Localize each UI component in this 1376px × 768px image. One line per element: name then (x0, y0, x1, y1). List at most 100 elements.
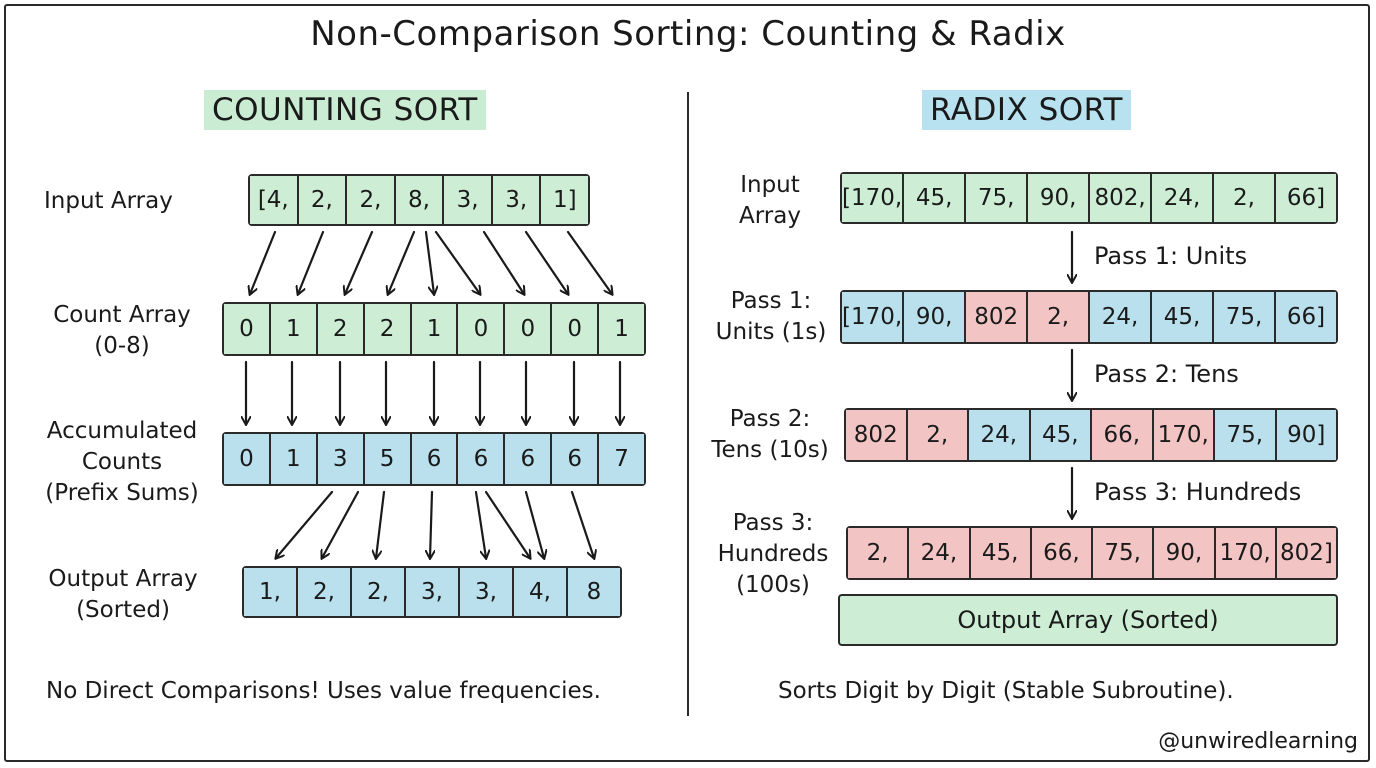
accumulated-counts-label: Accumulated Counts (Prefix Sums) (40, 416, 204, 509)
pass2-cell: 24, (969, 410, 1031, 460)
count-cell: 1 (270, 304, 318, 354)
accumulated-label-line: Accumulated (46, 418, 198, 444)
radix-note: Sorts Digit by Digit (Stable Subroutine)… (778, 678, 1234, 704)
radix-input-cell: 45, (904, 174, 967, 222)
pass2-cell: 66, (1092, 410, 1154, 460)
output-cell: 3, (460, 568, 514, 616)
output-cell: 3, (406, 568, 460, 616)
output-cell: 1, (244, 568, 298, 616)
pass2-label-line: Tens (10s) (711, 437, 829, 463)
radix-input-cell: 75, (966, 174, 1029, 222)
pass2-cell: 170, (1153, 410, 1215, 460)
pass3-cell: 802] (1276, 528, 1336, 578)
pass1-cell: [170, (842, 292, 905, 342)
input-cell: 8, (395, 176, 445, 224)
counting-input-array: [4, 2, 2, 8, 3, 3, 1] (248, 174, 590, 226)
count-cell: 1 (599, 304, 645, 354)
pass1-cell: 802 (966, 292, 1029, 342)
pass2-cell: 2, (907, 410, 969, 460)
accum-cell: 0 (224, 434, 271, 484)
pass3-cell: 66, (1031, 528, 1093, 578)
pass1-cell: 2, (1028, 292, 1091, 342)
pass2-cell: 75, (1215, 410, 1277, 460)
accum-cell: 7 (599, 434, 645, 484)
pass2-label-line: Pass 2: (729, 406, 811, 432)
count-cell: 1 (411, 304, 459, 354)
pass3-cell: 2, (848, 528, 910, 578)
pass1-cell: 24, (1090, 292, 1153, 342)
count-cell: 0 (552, 304, 600, 354)
pass2-label: Pass 2: Tens (10s) (702, 404, 838, 466)
section-divider (687, 92, 689, 716)
diagram-frame (4, 4, 1370, 762)
accum-cell: 6 (505, 434, 553, 484)
pass3-label: Pass 3: Hundreds (100s) (714, 508, 832, 601)
output-label-line: (Sorted) (76, 597, 170, 623)
pass2-cell: 45, (1030, 410, 1092, 460)
pass3-cell: 170, (1215, 528, 1277, 578)
pass1-array: [170, 90, 802 2, 24, 45, 75, 66] (840, 290, 1338, 344)
counting-note: No Direct Comparisons! Uses value freque… (46, 678, 601, 704)
count-cell: 0 (458, 304, 506, 354)
input-cell: [4, (250, 176, 299, 224)
counting-output-array: 1, 2, 2, 3, 3, 4, 8 (242, 566, 622, 618)
radix-input-cell: 802, (1090, 174, 1153, 222)
output-label-line: Output Array (48, 566, 198, 592)
counting-output-label: Output Array (Sorted) (36, 564, 210, 626)
pass3-label-line: Hundreds (717, 541, 829, 567)
pass2-cell: 90] (1276, 410, 1336, 460)
count-cell: 2 (317, 304, 365, 354)
output-cell: 8 (568, 568, 620, 616)
pass1-cell: 90, (904, 292, 967, 342)
pass1-label-line: Pass 1: (730, 288, 812, 314)
input-cell: 2, (298, 176, 348, 224)
accum-cell: 1 (270, 434, 318, 484)
input-cell: 2, (347, 176, 396, 224)
page-title: Non-Comparison Sorting: Counting & Radix (310, 14, 1066, 54)
accum-cell: 3 (317, 434, 365, 484)
radix-input-cell: [170, (842, 174, 905, 222)
radix-input-cell: 24, (1152, 174, 1215, 222)
accumulated-label-line: Counts (81, 449, 163, 475)
pass3-cell: 24, (909, 528, 971, 578)
radix-input-cell: 90, (1028, 174, 1091, 222)
radix-input-label: Input Array (732, 170, 808, 232)
pass3-arrow-label: Pass 3: Hundreds (1094, 478, 1302, 506)
pass1-arrow-label: Pass 1: Units (1094, 242, 1248, 270)
radix-input-label-line: Input (740, 172, 800, 198)
pass3-array: 2, 24, 45, 66, 75, 90, 170, 802] (846, 526, 1338, 580)
pass3-cell: 90, (1154, 528, 1216, 578)
accum-cell: 6 (458, 434, 506, 484)
author-handle: @unwiredlearning (1158, 729, 1358, 754)
accum-cell: 5 (364, 434, 412, 484)
radix-input-array: [170, 45, 75, 90, 802, 24, 2, 66] (840, 172, 1338, 224)
pass1-label-line: Units (1s) (715, 319, 827, 345)
accumulated-label-line: (Prefix Sums) (45, 480, 199, 506)
accum-cell: 6 (552, 434, 600, 484)
counting-sort-heading: COUNTING SORT (204, 90, 486, 130)
radix-input-cell: 2, (1214, 174, 1276, 222)
pass1-label: Pass 1: Units (1s) (708, 286, 834, 348)
pass2-arrow-label: Pass 2: Tens (1094, 360, 1239, 388)
radix-input-label-line: Array (739, 203, 801, 229)
count-array-label-line: (0-8) (94, 333, 150, 359)
output-cell: 2, (298, 568, 352, 616)
pass2-array: 802 2, 24, 45, 66, 170, 75, 90] (844, 408, 1338, 462)
count-array-label-line: Count Array (53, 302, 191, 328)
pass1-cell: 45, (1152, 292, 1215, 342)
input-cell: 3, (492, 176, 542, 224)
pass3-cell: 75, (1093, 528, 1155, 578)
radix-sort-heading: RADIX SORT (922, 90, 1131, 130)
input-cell: 3, (444, 176, 493, 224)
accum-cell: 6 (411, 434, 459, 484)
pass2-cell: 802 (846, 410, 908, 460)
output-cell: 2, (352, 568, 406, 616)
pass3-cell: 45, (970, 528, 1032, 578)
radix-output-array: Output Array (Sorted) (838, 594, 1338, 646)
count-array-label: Count Array (0-8) (44, 300, 200, 362)
pass3-label-line: (100s) (736, 572, 810, 598)
count-cell: 0 (505, 304, 553, 354)
radix-input-cell: 66] (1276, 174, 1336, 222)
